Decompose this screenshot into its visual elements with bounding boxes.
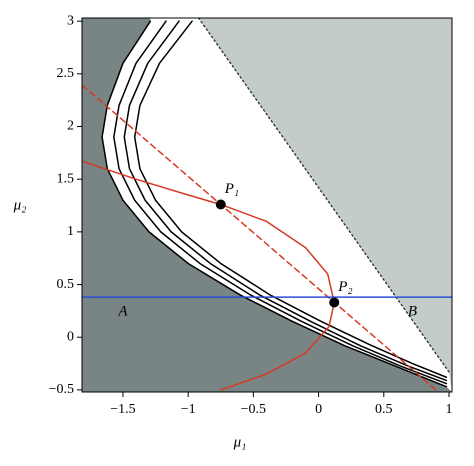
region-label: B [408, 303, 417, 319]
curve [113, 20, 448, 385]
x-tick-label: 0.5 [375, 402, 393, 417]
region-fill [198, 18, 452, 392]
region-label: A [117, 303, 128, 319]
y-axis-label: μ₂ [13, 197, 27, 213]
curve [82, 160, 335, 391]
x-tick-label: −1 [181, 402, 196, 417]
x-tick-label: −0.5 [241, 402, 266, 417]
y-tick-label: 2.5 [57, 66, 75, 81]
y-tick-label: 1 [67, 224, 74, 239]
curve [197, 18, 450, 373]
y-tick-label: −0.5 [49, 382, 74, 397]
curve [123, 20, 448, 382]
curve [101, 20, 448, 388]
x-tick-label: 0 [315, 402, 322, 417]
point [215, 199, 226, 210]
curve [133, 20, 448, 379]
region-fill [82, 18, 452, 392]
point-label: P₂ [337, 279, 352, 295]
y-tick-label: 2 [67, 119, 74, 134]
x-tick-label: −1.5 [110, 402, 135, 417]
x-axis-label: μ₁ [233, 434, 247, 450]
y-tick-label: 0.5 [57, 277, 75, 292]
y-tick-label: 3 [67, 13, 74, 28]
point-label: P₁ [224, 181, 239, 197]
curve [82, 84, 437, 391]
y-tick-label: 1.5 [57, 171, 75, 186]
plot-area [82, 18, 452, 392]
x-tick-label: 1 [446, 402, 453, 417]
point [329, 297, 340, 308]
y-tick-label: 0 [67, 329, 74, 344]
plot-frame [81, 17, 453, 393]
